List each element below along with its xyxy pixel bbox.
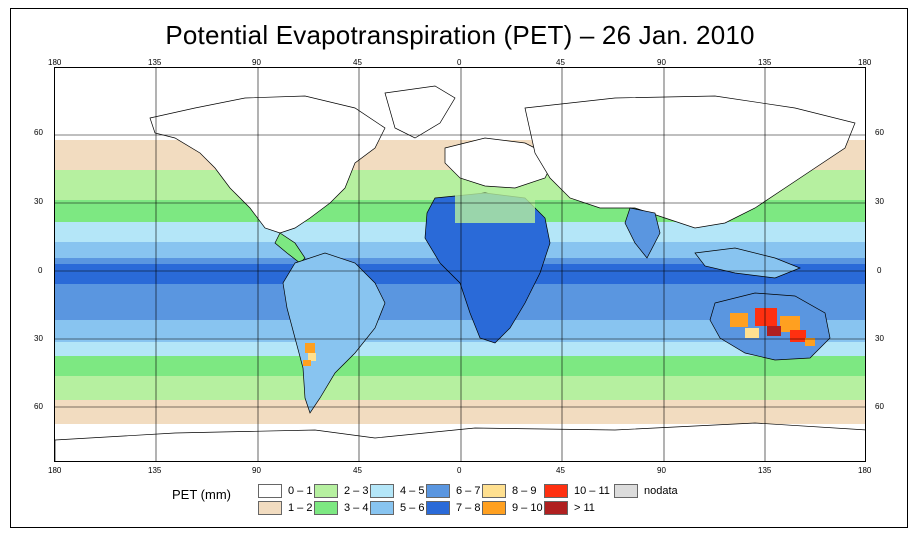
indonesia	[694, 247, 801, 279]
tick-top-0: 180	[48, 58, 62, 67]
tick-left-4: 60	[34, 402, 43, 411]
band-south-3	[55, 356, 865, 376]
legend-swatch-5-6	[370, 501, 394, 515]
legend-swatch-1-2	[258, 501, 282, 515]
legend-title: PET (mm)	[172, 487, 231, 502]
legend-swatch-6-7	[426, 484, 450, 498]
tick-left-1: 30	[34, 197, 43, 206]
pet-map-svg	[55, 68, 865, 461]
tick-bottom-1: 135	[148, 466, 162, 475]
tick-top-1: 135	[148, 58, 162, 67]
pet-map[interactable]	[54, 67, 866, 462]
tick-right-1: 30	[875, 197, 884, 206]
hot-ar-3	[303, 360, 311, 366]
legend-swatch-8-9	[482, 484, 506, 498]
tick-top-3: 45	[353, 58, 362, 67]
legend-label-3-4: 3 – 4	[344, 502, 369, 514]
hot-ar-2	[308, 353, 316, 361]
hot-au-6	[745, 328, 759, 338]
tick-right-3: 30	[875, 334, 884, 343]
legend-label-8-9: 8 – 9	[512, 485, 537, 497]
hot-au-1	[730, 313, 748, 327]
europe	[444, 137, 556, 189]
legend-swatch-2-3	[314, 484, 338, 498]
legend-label-5-6: 5 – 6	[400, 502, 425, 514]
hot-au-4	[767, 326, 781, 336]
legend-label-7-8: 7 – 8	[456, 502, 481, 514]
hot-au-2	[755, 308, 777, 326]
tick-top-2: 90	[252, 58, 261, 67]
tick-bottom-7: 135	[758, 466, 772, 475]
hotspots-australia	[730, 308, 815, 346]
legend-swatch-0-1	[258, 484, 282, 498]
legend-swatch-4-5	[370, 484, 394, 498]
legend-label-1-2: 1 – 2	[288, 502, 313, 514]
hotspots-argentina	[303, 343, 316, 366]
tick-bottom-6: 90	[657, 466, 666, 475]
band-south-5	[55, 320, 865, 342]
legend-swatch-3-4	[314, 501, 338, 515]
hot-ar-1	[305, 343, 315, 353]
legend-label-6-7: 6 – 7	[456, 485, 481, 497]
legend-label-4-5: 4 – 5	[400, 485, 425, 497]
tick-bottom-0: 180	[48, 466, 62, 475]
legend-label-2-3: 2 – 3	[344, 485, 369, 497]
tick-top-6: 90	[657, 58, 666, 67]
legend-label-nodata: nodata	[644, 485, 678, 497]
legend-label-gt-11: > 11	[574, 502, 595, 514]
tick-top-8: 180	[858, 58, 872, 67]
legend-label-9-10: 9 – 10	[512, 502, 543, 514]
tick-top-7: 135	[758, 58, 772, 67]
south-america	[282, 252, 386, 414]
band-south-2	[55, 376, 865, 400]
tick-bottom-3: 45	[353, 466, 362, 475]
india	[624, 207, 661, 259]
legend-swatch-7-8	[426, 501, 450, 515]
hot-au-7	[805, 338, 815, 346]
legend-label-10-11: 10 – 11	[574, 485, 610, 497]
tick-bottom-4: 0	[457, 466, 462, 475]
tick-left-2: 0	[38, 266, 43, 275]
legend-swatch-9-10	[482, 501, 506, 515]
tick-bottom-8: 180	[858, 466, 872, 475]
sahara-region	[455, 193, 535, 223]
tick-right-0: 60	[875, 128, 884, 137]
tick-bottom-5: 45	[556, 466, 565, 475]
hot-au-3	[780, 316, 800, 332]
hot-au-5	[790, 330, 806, 342]
legend-swatch-gt-11	[544, 501, 568, 515]
greenland	[384, 85, 456, 139]
tick-top-4: 0	[457, 58, 462, 67]
graticule	[55, 68, 865, 461]
band-south-1	[55, 400, 865, 424]
asia	[524, 95, 856, 229]
tick-right-4: 60	[875, 402, 884, 411]
antarctica	[55, 422, 865, 461]
legend-label-0-1: 0 – 1	[288, 485, 313, 497]
map-title: Potential Evapotranspiration (PET) – 26 …	[165, 20, 755, 50]
tick-right-2: 0	[877, 266, 882, 275]
legend-swatch-nodata	[614, 484, 638, 498]
tick-bottom-2: 90	[252, 466, 261, 475]
band-south-4	[55, 342, 865, 356]
tick-top-5: 45	[556, 58, 565, 67]
tick-left-0: 60	[34, 128, 43, 137]
tick-left-3: 30	[34, 334, 43, 343]
legend-swatch-10-11	[544, 484, 568, 498]
north-america	[149, 95, 386, 234]
